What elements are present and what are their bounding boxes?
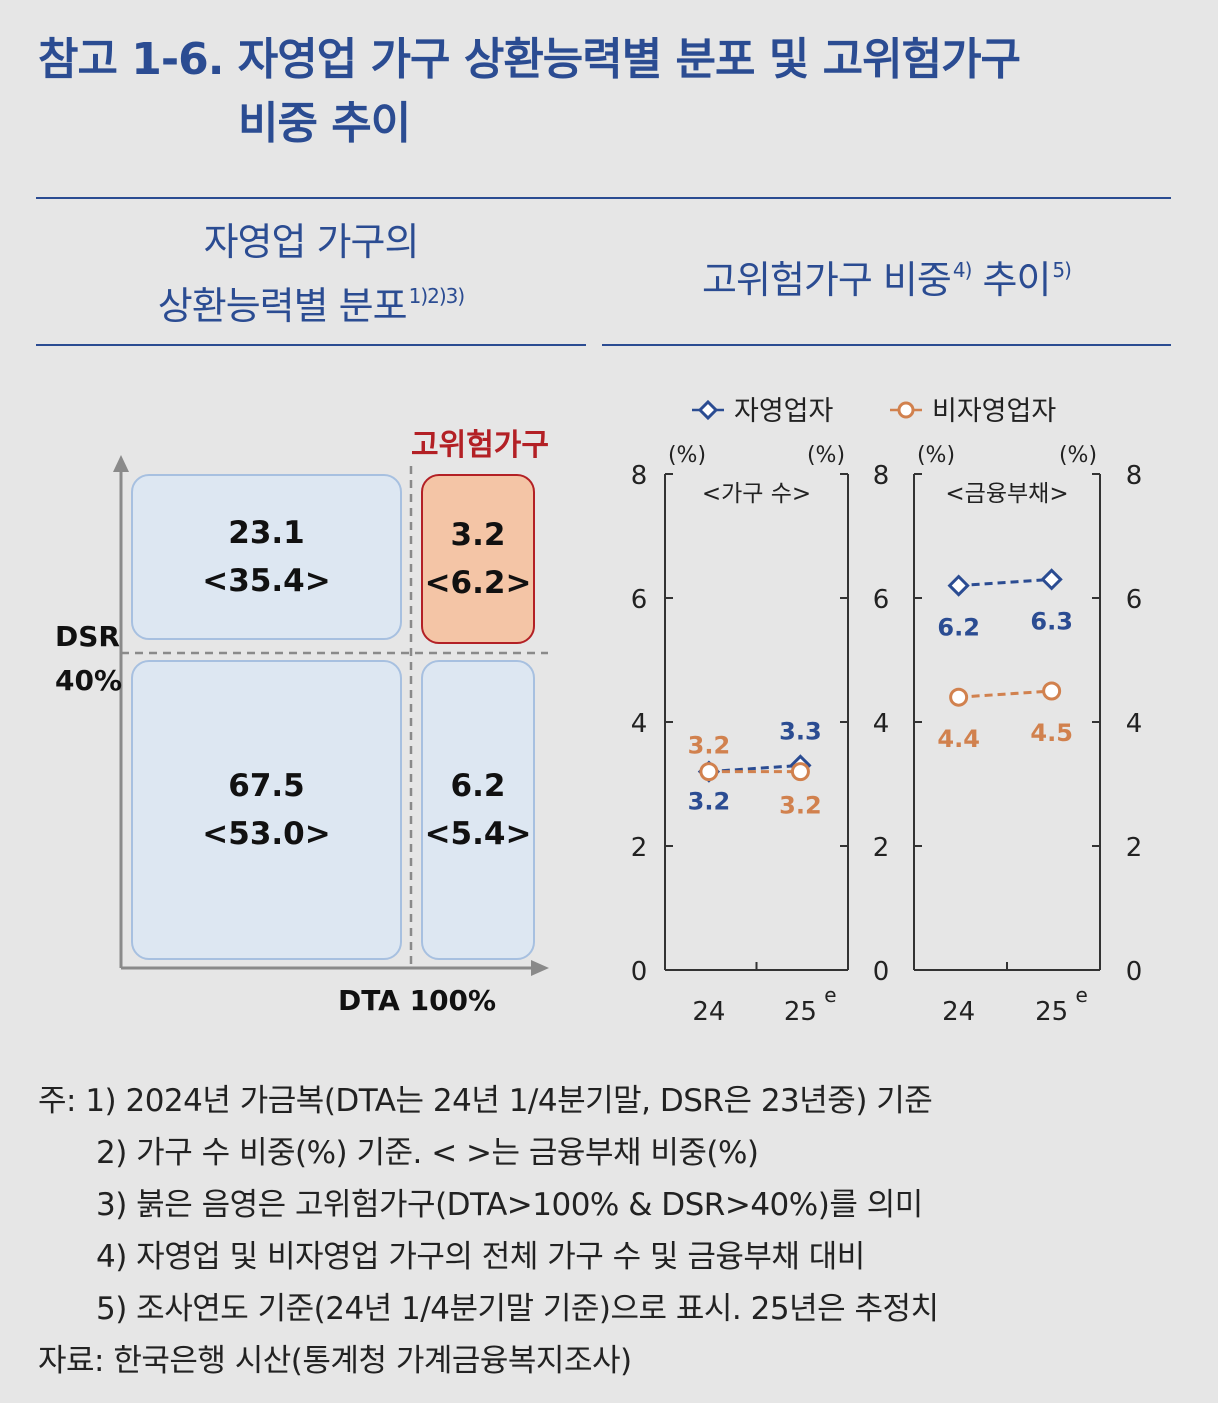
shared-y-tick-label: 2 xyxy=(873,833,890,863)
legend-label-0: 자영업자 xyxy=(734,396,834,427)
chart-1-series-1-data-label: 4.5 xyxy=(1030,719,1073,747)
right-panel-title-main: 고위험가구 비중 xyxy=(702,258,952,302)
cell-top-right-value: 3.2 xyxy=(450,517,506,553)
chart-0-title: <가구 수> xyxy=(702,481,811,507)
cell-bottom-left-value: 67.5 xyxy=(228,768,305,804)
chart-1-series-1-circle-marker xyxy=(949,687,969,707)
chart-1-series-1-data-label: 4.4 xyxy=(937,725,980,753)
cell-bottom-right-value: 6.2 xyxy=(450,768,506,804)
footnote-4: 4) 자영업 및 비자영업 가구의 전체 가구 수 및 금융부채 대비 xyxy=(96,1239,865,1275)
footnote-1: 주: 1) 2024년 가금복(DTA는 24년 1/4분기말, DSR은 23… xyxy=(38,1083,933,1119)
y-axis-arrow xyxy=(113,455,129,472)
x-axis-arrow xyxy=(531,960,549,976)
chart-1-series-0-data-label: 6.3 xyxy=(1030,607,1073,635)
chart-1-series-0-diamond-marker xyxy=(947,574,970,597)
chart-1-title: <금융부채> xyxy=(945,481,1068,507)
chart-0-series-1-circle-marker xyxy=(699,762,719,782)
right-panel-title-note1: 4) xyxy=(952,258,973,282)
chart-0-y-tick-label-left: 8 xyxy=(631,461,648,491)
cell-bottom-right: 6.2 <5.4> xyxy=(421,660,535,960)
y-axis-label-dsr: DSR xyxy=(55,620,120,653)
chart-0-unit-right: (%) xyxy=(807,443,845,468)
cell-top-left-value: 23.1 xyxy=(228,515,305,551)
y-axis-label-dsr-value: 40% xyxy=(55,664,123,697)
high-risk-label: 고위험가구 xyxy=(411,428,549,463)
chart-0-unit-left: (%) xyxy=(668,443,706,468)
chart-0-series-1-data-label: 3.2 xyxy=(779,792,822,820)
chart-1-series-1-line xyxy=(958,689,1052,699)
legend-diamond-marker xyxy=(697,399,719,421)
source-note: 자료: 한국은행 시산(통계청 가계금융복지조사) xyxy=(38,1343,632,1379)
shared-y-tick-label: 4 xyxy=(873,709,890,739)
legend-circle-marker xyxy=(897,401,915,419)
footnote-2: 2) 가구 수 비중(%) 기준. < >는 금융부채 비중(%) xyxy=(96,1135,759,1171)
cell-top-left-sub: <35.4> xyxy=(202,563,331,599)
shared-y-tick-label: 6 xyxy=(873,585,890,615)
legend-label-1: 비자영업자 xyxy=(932,396,1056,427)
right-panel-title-note2: 5) xyxy=(1052,258,1072,282)
footnote-5: 5) 조사연도 기준(24년 1/4분기말 기준)으로 표시. 25년은 추정치 xyxy=(96,1291,939,1327)
chart-0-series-0-data-label: 3.3 xyxy=(779,717,822,745)
right-panel-title: 고위험가구 비중 4) 추이 5) xyxy=(602,243,1171,307)
right-sub-rule xyxy=(602,344,1171,346)
right-panel-title-mid: 추이 xyxy=(982,258,1051,302)
left-panel-title-notes: 1)2)3) xyxy=(408,284,466,308)
chart-1-y-tick-label-right: 6 xyxy=(1126,585,1143,615)
chart-1-series-1-circle-marker xyxy=(1042,681,1062,701)
chart-1-x-tick-label: 25 xyxy=(1035,997,1068,1027)
shared-y-tick-label: 8 xyxy=(873,461,890,491)
left-panel-title-line2: 상환능력별 분포 xyxy=(157,284,408,328)
cell-top-right-high-risk: 3.2 <6.2> xyxy=(421,474,535,644)
cell-bottom-right-sub: <5.4> xyxy=(424,816,532,852)
chart-0-y-tick-label-left: 2 xyxy=(631,833,648,863)
footnote-3: 3) 붉은 음영은 고위험가구(DTA>100% & DSR>40%)를 의미 xyxy=(96,1187,923,1223)
chart-1-y-tick-label-right: 8 xyxy=(1126,461,1143,491)
chart-0-series-1-circle-marker xyxy=(790,762,810,782)
left-sub-rule xyxy=(36,344,586,346)
left-panel-title-line1: 자영업 가구의 xyxy=(203,220,420,264)
chart-1-y-tick-label-right: 4 xyxy=(1126,709,1143,739)
chart-1-y-tick-label-right: 2 xyxy=(1126,833,1143,863)
chart-1-series-0-data-label: 6.2 xyxy=(937,614,980,642)
chart-0-y-tick-label-left: 6 xyxy=(631,585,648,615)
chart-0-x-tick-suffix: e xyxy=(824,983,836,1007)
chart-1-x-tick-label: 24 xyxy=(942,997,975,1027)
footnotes: 주: 1) 2024년 가금복(DTA는 24년 1/4분기말, DSR은 23… xyxy=(38,1075,1188,1387)
chart-0-series-1-data-label: 3.2 xyxy=(688,732,731,760)
cell-bottom-left: 67.5 <53.0> xyxy=(131,660,402,960)
chart-0-series-0-data-label: 3.2 xyxy=(688,788,731,816)
chart-1-series-0-line xyxy=(958,577,1052,588)
page-title-line2: 비중 추이 xyxy=(238,98,411,149)
cell-bottom-left-sub: <53.0> xyxy=(202,816,331,852)
chart-1-x-tick-suffix: e xyxy=(1075,983,1087,1007)
cell-top-left: 23.1 <35.4> xyxy=(131,474,402,640)
cell-top-right-sub: <6.2> xyxy=(424,565,532,601)
chart-0-y-tick-label-left: 0 xyxy=(631,957,648,987)
chart-1-y-tick-label-right: 0 xyxy=(1126,957,1143,987)
chart-1-unit-left: (%) xyxy=(917,443,955,468)
page-title: 참고 1-6. 자영업 가구 상환능력별 분포 및 고위험가구 비중 추이 xyxy=(38,28,1188,156)
chart-1-series-0-diamond-marker xyxy=(1040,568,1063,591)
top-rule xyxy=(36,197,1171,199)
chart-0-y-tick-label-left: 4 xyxy=(631,709,648,739)
chart-1-unit-right: (%) xyxy=(1059,443,1097,468)
left-panel-title: 자영업 가구의 상환능력별 분포 1)2)3) xyxy=(36,215,586,333)
chart-0-x-tick-label: 25 xyxy=(784,997,817,1027)
chart-0-x-tick-label: 24 xyxy=(692,997,725,1027)
page-title-line1: 참고 1-6. 자영업 가구 상환능력별 분포 및 고위험가구 xyxy=(38,34,1021,85)
shared-y-tick-label: 0 xyxy=(873,957,890,987)
x-axis-label-dta: DTA 100% xyxy=(338,984,497,1017)
